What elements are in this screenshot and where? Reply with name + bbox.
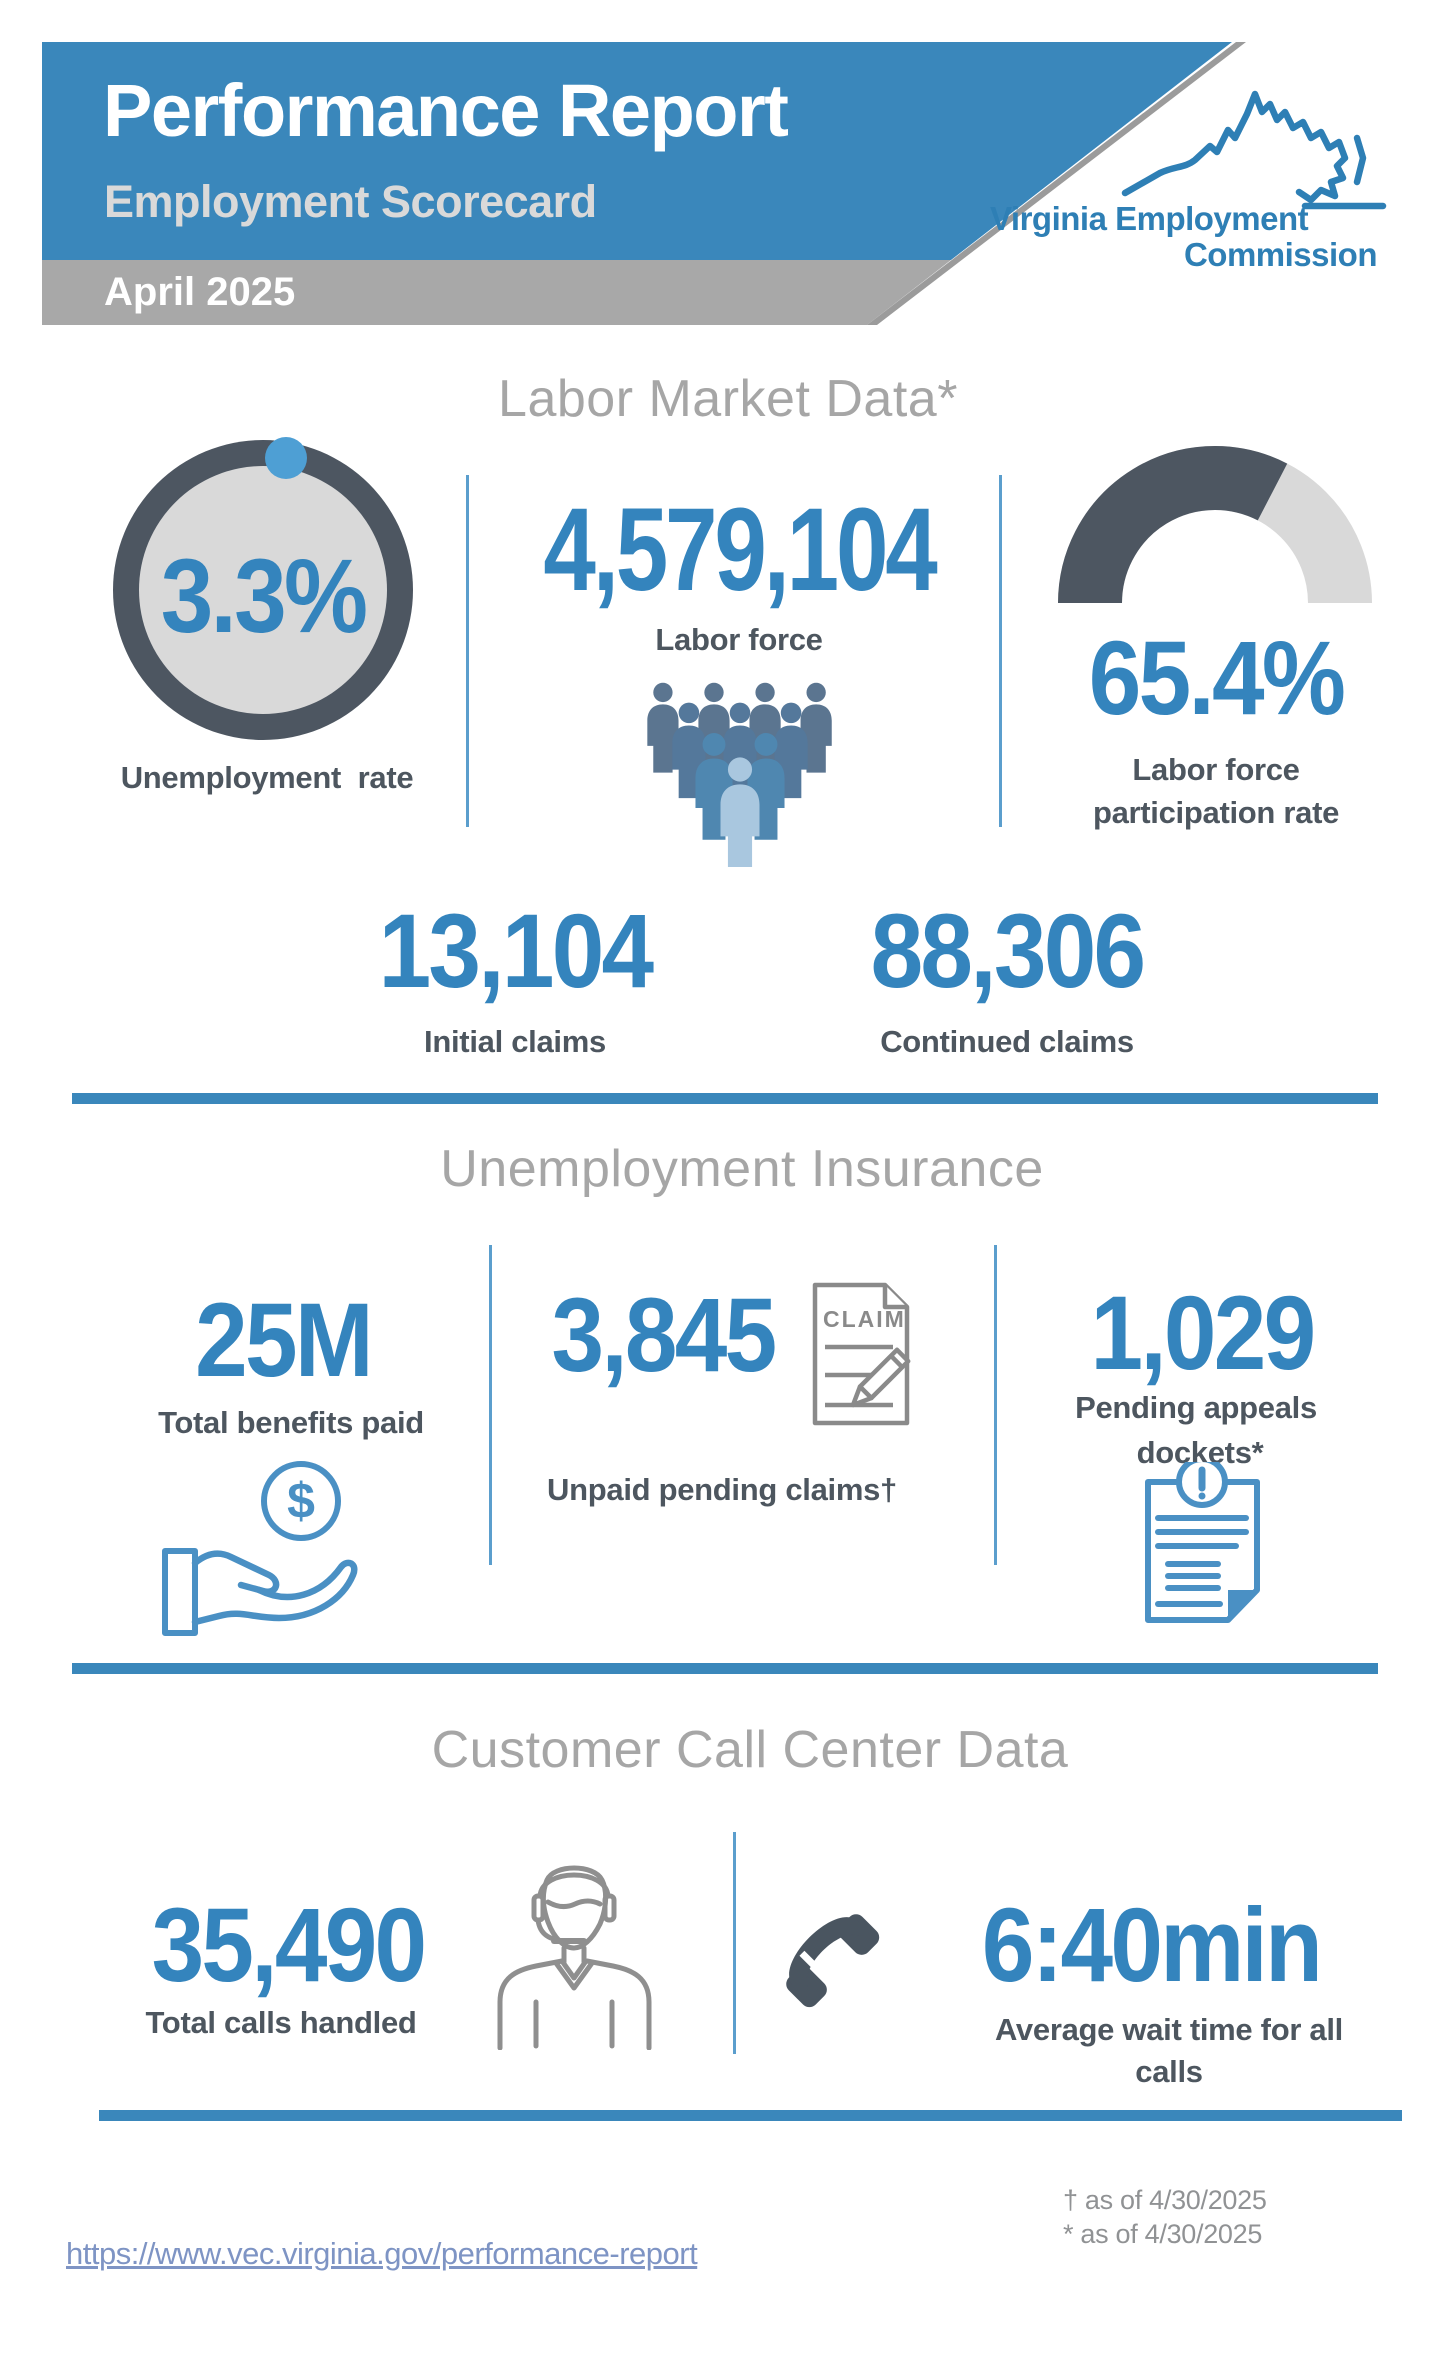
calls-handled-value: 35,490: [151, 1887, 428, 2004]
section-title-labor-market: Labor Market Data*: [498, 370, 958, 428]
dollar-sign-icon: $: [287, 1473, 315, 1529]
report-period: April 2025: [104, 270, 296, 314]
page-title: Performance Report: [103, 69, 789, 152]
labor-force-value: 4,579,104: [543, 484, 937, 616]
performance-report-link[interactable]: https://www.vec.virginia.gov/performance…: [66, 2236, 698, 2271]
benefits-paid-label: Total benefits paid: [158, 1405, 424, 1440]
continued-claims-label: Continued claims: [880, 1024, 1134, 1059]
footnote-dagger: † as of 4/30/2025: [1063, 2185, 1267, 2215]
unpaid-claims-value: 3,845: [551, 1277, 777, 1394]
unemployment-rate-value: 3.3%: [160, 538, 368, 655]
call-agent-icon: [492, 1850, 657, 2050]
footnote-star: * as of 4/30/2025: [1063, 2218, 1263, 2249]
participation-label-line1: Labor force: [1132, 752, 1300, 787]
participation-label-line2: participation rate: [1092, 795, 1340, 830]
initial-claims-label: Initial claims: [424, 1024, 606, 1059]
column-divider: [466, 475, 469, 827]
money-hand-icon: $: [155, 1455, 385, 1650]
labor-force-label: Labor force: [655, 622, 823, 657]
participation-rate-value: 65.4%: [1088, 620, 1346, 737]
initial-claims-value: 13,104: [378, 893, 655, 1010]
column-divider: [999, 475, 1002, 827]
unemployment-donut-chart: [110, 437, 416, 743]
wait-time-value: 6:40min: [981, 1887, 1323, 2004]
claim-icon-text: CLAIM: [823, 1306, 906, 1332]
column-divider: [489, 1245, 492, 1565]
section-divider: [72, 1093, 1378, 1104]
logo-text-line1: Virginia Employment: [990, 200, 1309, 237]
wait-time-label: Average wait time for all calls: [995, 2012, 1343, 2089]
unpaid-claims-label: Unpaid pending claims†: [547, 1472, 897, 1507]
donut-marker-dot: [265, 437, 307, 479]
virginia-state-outline-icon: [1121, 90, 1387, 210]
vec-logo: Virginia Employment Commission: [985, 78, 1415, 273]
section-title-call-center: Customer Call Center Data: [431, 1721, 1069, 1779]
appeals-value: 1,029: [1090, 1275, 1316, 1392]
continued-claims-value: 88,306: [870, 893, 1147, 1010]
benefits-paid-value: 25M: [195, 1282, 373, 1399]
appeals-label-line1: Pending appeals: [1075, 1390, 1317, 1425]
section-divider: [99, 2110, 1402, 2121]
people-group-icon: [630, 672, 850, 867]
logo-text-line2: Commission: [1184, 236, 1377, 273]
page-subtitle: Employment Scorecard: [104, 176, 597, 227]
section-divider: [72, 1663, 1378, 1674]
participation-gauge-chart: [1045, 433, 1385, 613]
column-divider: [994, 1245, 997, 1565]
column-divider: [733, 1832, 736, 2054]
unemployment-rate-label: Unemployment rate: [120, 760, 414, 795]
phone-icon: [772, 1890, 892, 2030]
footnotes: † as of 4/30/2025 * as of 4/30/2025: [1063, 2184, 1267, 2252]
claim-document-icon: CLAIM: [805, 1275, 960, 1430]
section-title-unemployment-insurance: Unemployment Insurance: [440, 1140, 1044, 1198]
appeals-docket-icon: [1140, 1462, 1265, 1632]
calls-handled-label: Total calls handled: [145, 2005, 417, 2040]
